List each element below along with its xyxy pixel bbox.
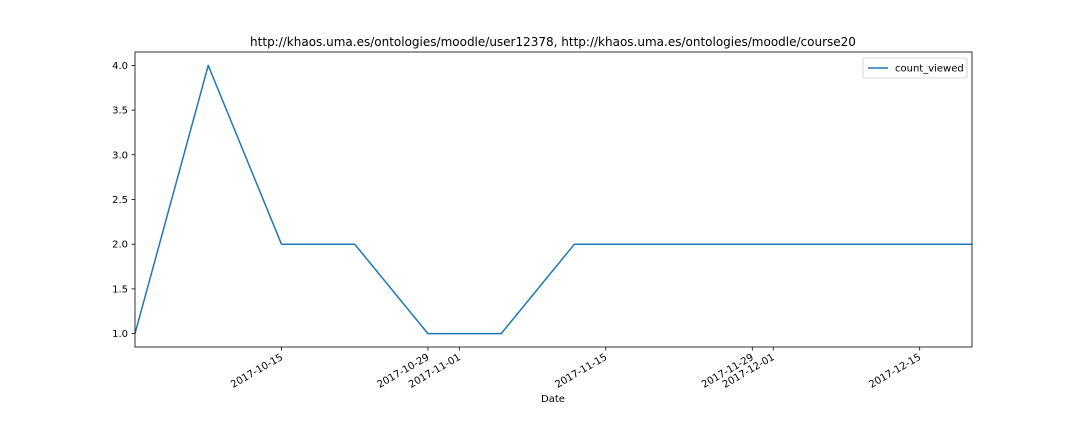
x-axis-label: Date xyxy=(541,394,565,405)
legend-label: count_viewed xyxy=(895,64,964,75)
y-tick-label: 4.0 xyxy=(112,61,128,72)
legend-box xyxy=(862,57,968,79)
y-tick-label: 2.5 xyxy=(112,195,128,206)
y-tick-label: 3.0 xyxy=(112,150,128,161)
x-tick-label: 2017-11-15 xyxy=(553,352,609,391)
axes-frame xyxy=(134,51,973,348)
y-tick-label: 1.5 xyxy=(112,284,128,295)
y-tick-label: 2.0 xyxy=(112,240,128,251)
chart-title: http://khaos.uma.es/ontologies/moodle/us… xyxy=(250,35,856,49)
x-tick-label: 2017-12-15 xyxy=(867,352,923,391)
legend: count_viewed xyxy=(862,57,968,79)
y-tick-label: 1.0 xyxy=(112,329,128,340)
y-tick-label: 3.5 xyxy=(112,106,128,117)
x-tick-label: 2017-10-15 xyxy=(229,352,285,391)
series-line-count-viewed xyxy=(135,64,972,335)
